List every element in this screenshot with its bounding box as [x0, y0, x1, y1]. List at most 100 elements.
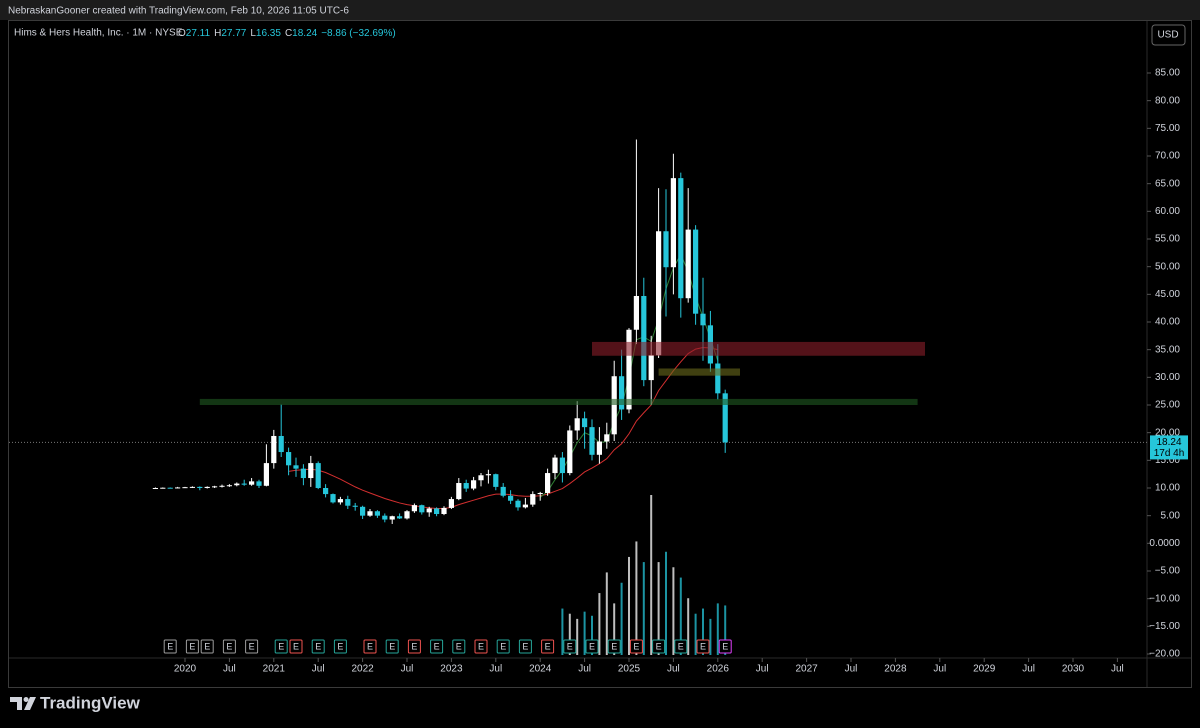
- earnings-label: E: [226, 641, 232, 651]
- candle-body: [670, 178, 676, 268]
- candle-body: [515, 500, 521, 508]
- candle-body: [641, 295, 647, 381]
- earnings-label: E: [278, 641, 284, 651]
- earnings-badge: [563, 639, 577, 654]
- x-tick-label: 2027: [795, 664, 818, 675]
- ohlc-value: 18.24: [292, 28, 317, 39]
- candle-body: [500, 486, 506, 496]
- volume-bar: [724, 605, 727, 655]
- volume-bar: [672, 567, 675, 655]
- earnings-label: E: [249, 641, 255, 651]
- candle-body: [197, 486, 203, 488]
- candle-body: [648, 355, 654, 381]
- volume-bar: [650, 495, 653, 655]
- ohlc-key: O: [178, 28, 186, 39]
- candle-body: [278, 435, 284, 453]
- candle-body: [293, 465, 299, 469]
- candle-body: [300, 468, 306, 479]
- earnings-label: E: [722, 641, 728, 651]
- earnings-badge: [629, 639, 643, 654]
- y-tick-label: 35.00: [1155, 344, 1180, 355]
- candle-body: [574, 418, 580, 431]
- earnings-badge: [541, 639, 555, 654]
- candle-body: [537, 492, 543, 495]
- candle-body: [189, 486, 195, 488]
- candle-body: [374, 511, 380, 516]
- price-zone: [658, 368, 740, 376]
- credit: NebraskanGooner created with TradingView…: [8, 6, 349, 17]
- candle-body: [567, 430, 573, 474]
- earnings-label: E: [167, 641, 173, 651]
- earnings-badge: [200, 639, 214, 654]
- candle-body: [441, 507, 447, 515]
- y-tick-label: −5.00: [1155, 566, 1181, 577]
- countdown: 17d 4h: [1154, 448, 1185, 459]
- x-tick-label: Jul: [1111, 664, 1124, 675]
- candle-body: [559, 457, 565, 474]
- y-tick-label: 25.00: [1155, 400, 1180, 411]
- candle-body: [456, 483, 462, 500]
- earnings-badge: [696, 639, 710, 654]
- change: −8.86 (−32.69%): [321, 28, 396, 39]
- ohlc-legend: O27.11 H27.77 L16.35 C18.24 −8.86 (−32.69%): [178, 28, 396, 39]
- volume-bar: [568, 613, 571, 655]
- candle-body: [234, 483, 240, 486]
- candle-body: [219, 485, 225, 487]
- x-tick-label: 2024: [529, 664, 552, 675]
- y-tick-label: 40.00: [1155, 317, 1180, 328]
- earnings-badge: [385, 639, 399, 654]
- earnings-label: E: [293, 641, 299, 651]
- candle-body: [226, 485, 232, 487]
- y-tick-label: −20.00: [1149, 649, 1180, 660]
- y-tick-label: 65.00: [1155, 178, 1180, 189]
- x-tick-label: 2029: [973, 664, 996, 675]
- y-tick-label: 15.00: [1155, 455, 1180, 466]
- y-tick-label: 0.0000: [1149, 538, 1180, 549]
- x-tick-label: Jul: [401, 664, 414, 675]
- volume-bar: [642, 562, 645, 655]
- earnings-label: E: [500, 641, 506, 651]
- candle-body: [463, 483, 469, 489]
- x-tick-label: 2030: [1062, 664, 1085, 675]
- candle-body: [604, 434, 610, 442]
- y-tick-label: 50.00: [1155, 261, 1180, 272]
- volume-bar: [679, 577, 682, 655]
- candle-body: [619, 376, 625, 410]
- earnings-label: E: [611, 641, 617, 651]
- earnings-badge: [452, 639, 466, 654]
- volume-bar: [576, 618, 579, 655]
- candle-body: [382, 515, 388, 520]
- ohlc-key: C: [285, 28, 292, 39]
- earnings-badge: [585, 639, 599, 654]
- earnings-badge: [518, 639, 532, 654]
- volume-bar: [635, 541, 638, 655]
- earnings-label: E: [337, 641, 343, 651]
- currency: USD: [1157, 30, 1178, 41]
- candle-body: [367, 511, 373, 516]
- earnings-badge: [163, 639, 177, 654]
- volume-bar: [628, 556, 630, 655]
- volume-bar: [687, 598, 690, 655]
- y-tick-label: 85.00: [1155, 68, 1180, 79]
- candle-body: [249, 481, 255, 485]
- earnings-label: E: [700, 641, 706, 651]
- candle-body: [152, 488, 158, 489]
- earnings-badge: [222, 639, 236, 654]
- x-tick-label: 2026: [707, 664, 730, 675]
- earnings-badge: [311, 639, 325, 654]
- y-tick-label: 75.00: [1155, 123, 1180, 134]
- volume-bar: [583, 611, 586, 655]
- candle-body: [508, 495, 514, 501]
- ohlc-value: 16.35: [256, 28, 281, 39]
- candle-body: [485, 474, 491, 476]
- candle-body: [263, 463, 269, 486]
- y-tick-label: 30.00: [1155, 372, 1180, 383]
- currency-button[interactable]: [1151, 24, 1186, 46]
- y-tick-label: 55.00: [1155, 234, 1180, 245]
- x-tick-label: Jul: [756, 664, 769, 675]
- volume-bar: [694, 613, 697, 655]
- x-tick-label: Jul: [312, 664, 325, 675]
- volume-bar: [702, 608, 704, 655]
- symbol: Hims & Hers Health, Inc. · 1M · NYSE: [14, 28, 183, 39]
- earnings-label: E: [656, 641, 662, 651]
